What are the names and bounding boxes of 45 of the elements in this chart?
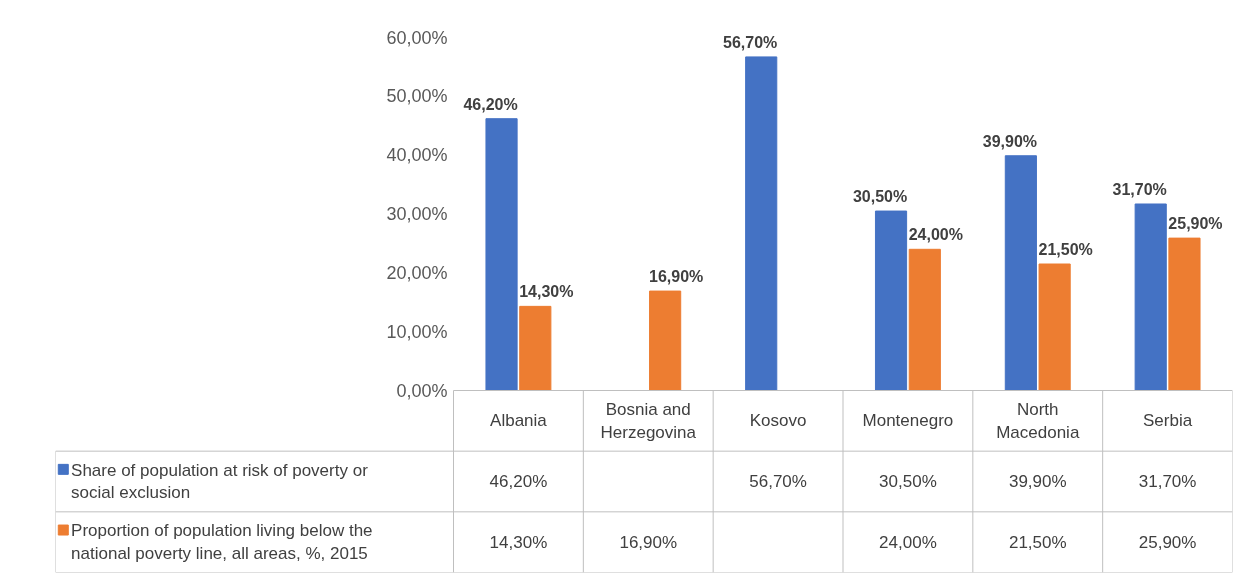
bar xyxy=(908,248,941,391)
y-tick-label: 30,00% xyxy=(386,204,448,224)
legend-label: Share of population at risk of poverty or social exclusion xyxy=(71,460,369,503)
bar xyxy=(649,290,682,391)
text: 25,90% xyxy=(1168,215,1223,233)
y-tick-label: 0,00% xyxy=(396,380,448,401)
data-label: 31,70% xyxy=(1138,472,1197,491)
y-tick-label: 40,00% xyxy=(386,145,448,166)
legend-label: Proportion of population living below the national poverty line, all areas, %, 2015 xyxy=(71,521,373,564)
y-tick-label: 50,00% xyxy=(386,86,448,107)
x-tick-label: Albania xyxy=(490,411,548,431)
bar xyxy=(1168,237,1201,391)
data-label: 56,70% xyxy=(749,472,807,491)
data-label: 39,90% xyxy=(1008,472,1067,491)
data-label: 25,90% xyxy=(1138,532,1197,552)
bar xyxy=(1134,203,1167,391)
data-label: 24,00% xyxy=(879,532,937,552)
bar xyxy=(485,118,518,391)
text: 30,50% xyxy=(852,188,908,206)
text: 24,00% xyxy=(908,226,963,244)
x-tick-label: Montenegro xyxy=(862,411,954,431)
bar xyxy=(1004,155,1037,391)
x-tick-label: Bosnia and Herzegovina xyxy=(600,399,697,442)
x-tick-label: Kosovo xyxy=(749,411,807,431)
y-tick-label: 20,00% xyxy=(386,262,448,283)
y-tick-label: 10,00% xyxy=(386,321,448,342)
data-label: 14,30% xyxy=(489,532,548,552)
text: 21,50% xyxy=(1038,241,1093,259)
text: 31,70% xyxy=(1112,181,1167,198)
x-tick-label: North Macedonia xyxy=(996,399,1080,442)
bar xyxy=(874,210,908,391)
text: 14,30% xyxy=(519,283,574,301)
data-label: 16,90% xyxy=(619,532,678,552)
text: 39,90% xyxy=(982,132,1037,150)
data-label: 21,50% xyxy=(1008,532,1067,552)
bar xyxy=(745,56,778,391)
bar xyxy=(1038,263,1071,391)
text: 16,90% xyxy=(649,268,704,286)
y-tick-label: 60,00% xyxy=(386,27,448,48)
x-tick-label: Serbia xyxy=(1143,411,1193,431)
bar xyxy=(519,305,552,391)
data-label: 30,50% xyxy=(879,472,937,491)
text: 46,20% xyxy=(463,95,518,113)
data-label: 46,20% xyxy=(489,472,548,491)
text: 56,70% xyxy=(723,33,778,51)
